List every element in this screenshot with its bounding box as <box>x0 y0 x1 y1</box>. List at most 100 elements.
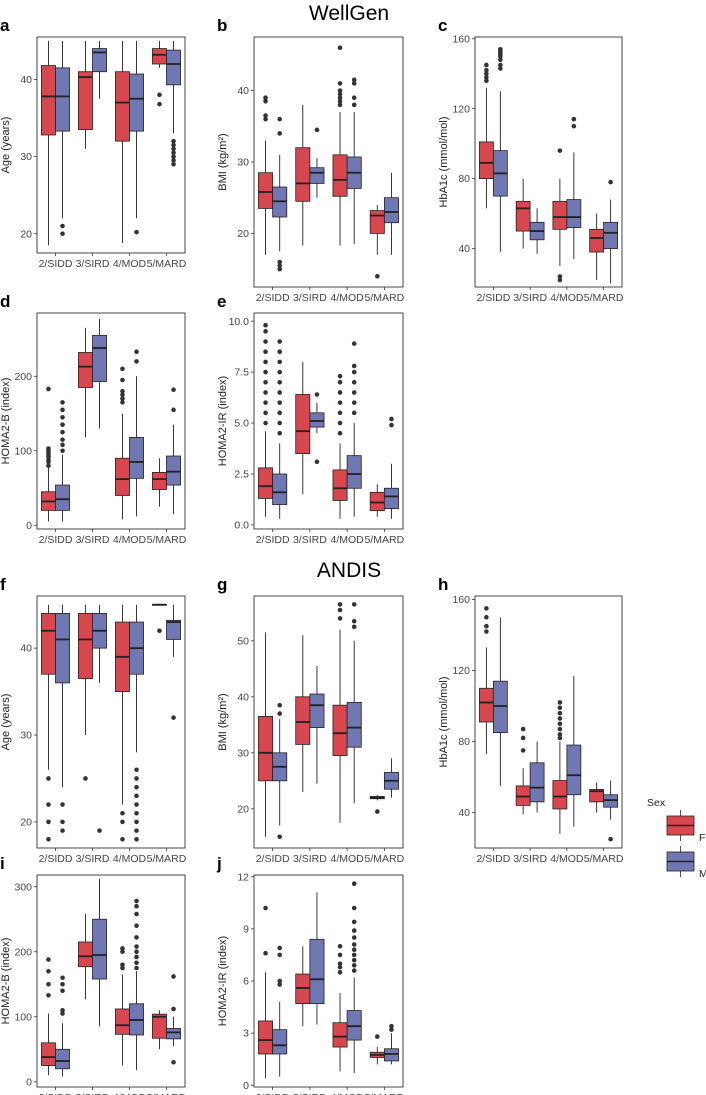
box-m <box>383 1023 399 1065</box>
outlier-point <box>60 414 65 420</box>
x-tick-label: 3/SIRD <box>76 258 110 270</box>
box-f <box>332 373 348 519</box>
y-tick-label: 40 <box>237 85 249 97</box>
outlier-point <box>314 127 320 133</box>
box-f <box>78 40 93 149</box>
outlier-point <box>337 430 343 436</box>
outlier-point <box>484 629 489 634</box>
outlier-point <box>171 1006 176 1012</box>
box-iqr <box>78 71 93 130</box>
outlier-point <box>277 116 283 122</box>
outlier-point <box>46 819 51 825</box>
box-iqr <box>78 941 93 968</box>
box-f <box>41 604 56 842</box>
outlier-point <box>134 949 139 955</box>
outlier-point <box>498 53 503 59</box>
box-m <box>346 881 362 1074</box>
outlier-point <box>374 273 380 279</box>
box-f <box>258 95 274 255</box>
y-tick-label: 20 <box>20 817 32 829</box>
box-f <box>41 40 56 246</box>
outlier-point <box>498 57 503 63</box>
outlier-point <box>337 102 343 108</box>
x-tick-label: 2/SIDD <box>256 534 290 546</box>
box-f <box>589 213 605 281</box>
outlier-point <box>351 963 357 968</box>
box-m <box>129 40 144 235</box>
outlier-point <box>351 624 357 630</box>
box-f <box>479 606 494 754</box>
y-tick-label: 300 <box>14 881 32 893</box>
outlier-point <box>337 91 343 97</box>
outlier-point <box>351 400 357 405</box>
outlier-point <box>46 386 51 392</box>
box-f <box>332 45 348 246</box>
outlier-point <box>351 602 357 607</box>
outlier-point <box>60 400 65 405</box>
outlier-point <box>120 366 125 372</box>
y-tick-label: 10.0 <box>229 316 250 328</box>
panel-letter: d <box>0 292 10 311</box>
outlier-point <box>46 802 51 807</box>
outlier-point <box>120 377 125 383</box>
outlier-point <box>171 1059 176 1065</box>
panel-g: g 20 30 40 50 BMI (kg/m²) 2/SIDD 3/SIRD 4/MOD 5/M… <box>217 575 405 865</box>
outlier-point <box>351 905 357 911</box>
box-iqr <box>55 67 70 132</box>
outlier-point <box>46 968 51 974</box>
outlier-point <box>277 379 283 385</box>
outlier-point <box>134 954 139 960</box>
outlier-point <box>484 62 489 68</box>
box-f <box>78 914 93 1000</box>
x-tick-label: 3/SIRD <box>293 1092 327 1095</box>
box-iqr <box>41 1042 56 1066</box>
outlier-point <box>571 116 577 122</box>
box-m <box>55 604 70 833</box>
box-f <box>295 361 311 495</box>
outlier-point <box>263 329 268 334</box>
box-f <box>78 327 93 438</box>
outlier-point <box>277 349 283 355</box>
box-f <box>41 386 56 522</box>
x-tick-label: 2/SIDD <box>39 258 73 270</box>
outlier-point <box>60 437 65 442</box>
outlier-point <box>351 363 357 369</box>
outlier-point <box>60 988 65 994</box>
outlier-point <box>337 964 343 970</box>
outlier-point <box>60 828 65 833</box>
outlier-point <box>337 88 343 93</box>
outlier-point <box>157 92 162 98</box>
outlier-point <box>557 710 563 716</box>
y-axis-label: HbA1c (mmol/mol) <box>438 676 450 767</box>
outlier-point <box>351 95 357 101</box>
x-tick-label: 5/MARD <box>365 534 405 546</box>
x-tick-label: 3/SIRD <box>76 1092 110 1095</box>
outlier-point <box>120 962 125 968</box>
box-f <box>515 178 531 249</box>
y-tick-label: 80 <box>458 736 470 748</box>
outlier-point <box>277 982 283 987</box>
y-axis-label: HOMA2-IR (index) <box>217 936 229 1026</box>
box-m <box>383 758 399 798</box>
outlier-point <box>484 71 489 77</box>
outlier-point <box>351 102 357 108</box>
outlier-point <box>337 943 343 949</box>
x-tick-label: 5/MARD <box>147 853 187 865</box>
box-iqr <box>272 473 288 505</box>
outlier-point <box>374 1034 380 1039</box>
panel-letter: a <box>0 16 10 35</box>
panel-c: c 40 80 120 160 HbA1c (mmol/mol) 2/SIDD 3/SIRD 4… <box>438 16 624 304</box>
outlier-point <box>389 1023 394 1029</box>
box-m <box>566 116 582 260</box>
box-iqr <box>115 71 130 142</box>
panel-f: f 20 30 40 Age (years) 2/SIDD 3/SIRD 4/MOD 5/MAR… <box>0 575 187 865</box>
outlier-point <box>484 78 489 84</box>
y-axis-label: HOMA2-IR (index) <box>217 376 229 466</box>
box-iqr <box>552 780 568 810</box>
outlier-point <box>337 45 343 51</box>
box-iqr <box>515 200 531 232</box>
box-f <box>295 635 311 792</box>
outlier-point <box>571 123 577 129</box>
